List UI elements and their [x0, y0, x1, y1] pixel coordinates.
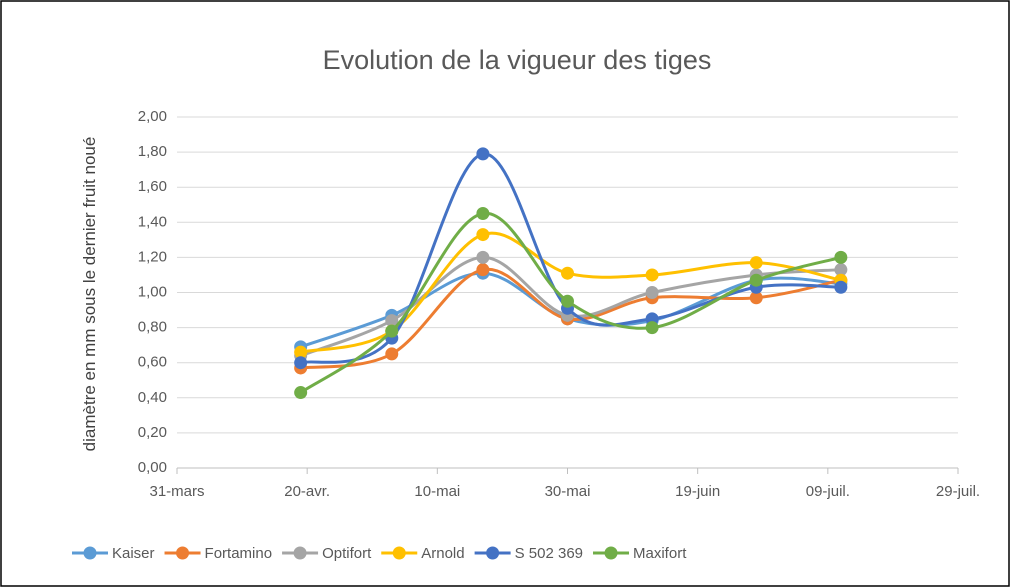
chart-title: Evolution de la vigueur des tiges: [323, 45, 712, 75]
point: [476, 147, 490, 161]
point: [385, 314, 399, 328]
y-tick-label: 1,20: [138, 248, 167, 265]
x-tick-label: 19-juin: [675, 483, 720, 500]
legend-label: Fortamino: [205, 545, 273, 562]
point: [476, 250, 490, 264]
point: [294, 345, 308, 359]
x-tick-label: 29-juil.: [936, 483, 980, 500]
legend-label: Maxifort: [633, 545, 687, 562]
point: [476, 228, 490, 242]
x-tick-label: 09-juil.: [806, 483, 850, 500]
point: [749, 256, 763, 270]
y-tick-label: 1,80: [138, 143, 167, 160]
legend-marker: [83, 546, 97, 560]
point: [385, 324, 399, 338]
point: [476, 207, 490, 221]
point: [645, 321, 659, 335]
legend-marker: [486, 546, 500, 560]
y-tick-label: 0,40: [138, 389, 167, 406]
legend-marker: [176, 546, 190, 560]
x-tick-label: 30-mai: [545, 483, 591, 500]
y-tick-label: 1,40: [138, 213, 167, 230]
point: [294, 386, 308, 400]
point: [645, 268, 659, 282]
point: [749, 291, 763, 305]
point: [476, 263, 490, 277]
y-tick-label: 1,00: [138, 283, 167, 300]
point: [834, 280, 848, 294]
point: [385, 347, 399, 361]
x-tick-label: 31-mars: [149, 483, 204, 500]
y-tick-label: 0,20: [138, 424, 167, 441]
legend-label: S 502 369: [515, 545, 583, 562]
x-tick-label: 20-avr.: [284, 483, 330, 500]
legend-label: Kaiser: [112, 545, 155, 562]
point: [294, 356, 308, 370]
y-axis-label: diamètre en mm sous le dernier fruit nou…: [80, 136, 99, 452]
point: [749, 273, 763, 287]
y-tick-label: 1,60: [138, 178, 167, 195]
y-tick-label: 2,00: [138, 108, 167, 125]
point: [834, 250, 848, 264]
legend-label: Optifort: [322, 545, 372, 562]
legend-marker: [392, 546, 406, 560]
legend-label: Arnold: [421, 545, 464, 562]
point: [561, 266, 574, 280]
y-tick-label: 0,80: [138, 319, 167, 336]
y-tick-label: 0,60: [138, 354, 167, 371]
point: [645, 286, 659, 299]
legend-marker: [293, 546, 307, 560]
legend-marker: [604, 546, 618, 560]
x-tick-label: 10-mai: [414, 483, 460, 500]
point: [561, 294, 574, 308]
point: [834, 263, 848, 277]
y-tick-label: 0,00: [138, 459, 167, 476]
